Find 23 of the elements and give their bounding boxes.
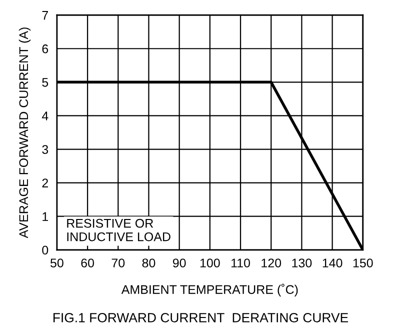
annotation: RESISTIVE OR INDUCTIVE LOAD — [67, 218, 170, 242]
text: FIG.1 FORWARD CURRENT DERATING CURVE — [53, 313, 348, 322]
x-tick-label: 100 — [200, 258, 220, 268]
x-tick-label: 50 — [50, 258, 64, 268]
x-axis-title: AMBIENT TEMPERATURE (˚C) — [121, 284, 298, 296]
y-tick-label: 5 — [42, 78, 48, 87]
y-tick-label: 6 — [42, 44, 48, 54]
y-tick-label: 7 — [42, 11, 48, 20]
y-tick-label: 2 — [42, 178, 48, 188]
y-tick-label: 0 — [42, 246, 48, 255]
y-axis-title: AVERAGE FORWARD CURRENT (A) — [18, 28, 31, 238]
x-tick-label: 70 — [112, 258, 125, 268]
y-tick-label: 1 — [42, 212, 48, 221]
x-tick-label: 90 — [172, 258, 186, 268]
x-tick-label: 140 — [322, 258, 342, 268]
y-tick-label: 3 — [42, 145, 48, 154]
x-tick-label: 150 — [353, 258, 373, 268]
y-tick-label: 4 — [42, 112, 48, 120]
x-tick-label: 80 — [142, 258, 156, 268]
x-tick-label: 110 — [232, 258, 250, 268]
x-tick-label: 130 — [292, 258, 312, 268]
x-tick-label: 60 — [81, 258, 94, 268]
x-tick-label: 120 — [262, 258, 282, 268]
